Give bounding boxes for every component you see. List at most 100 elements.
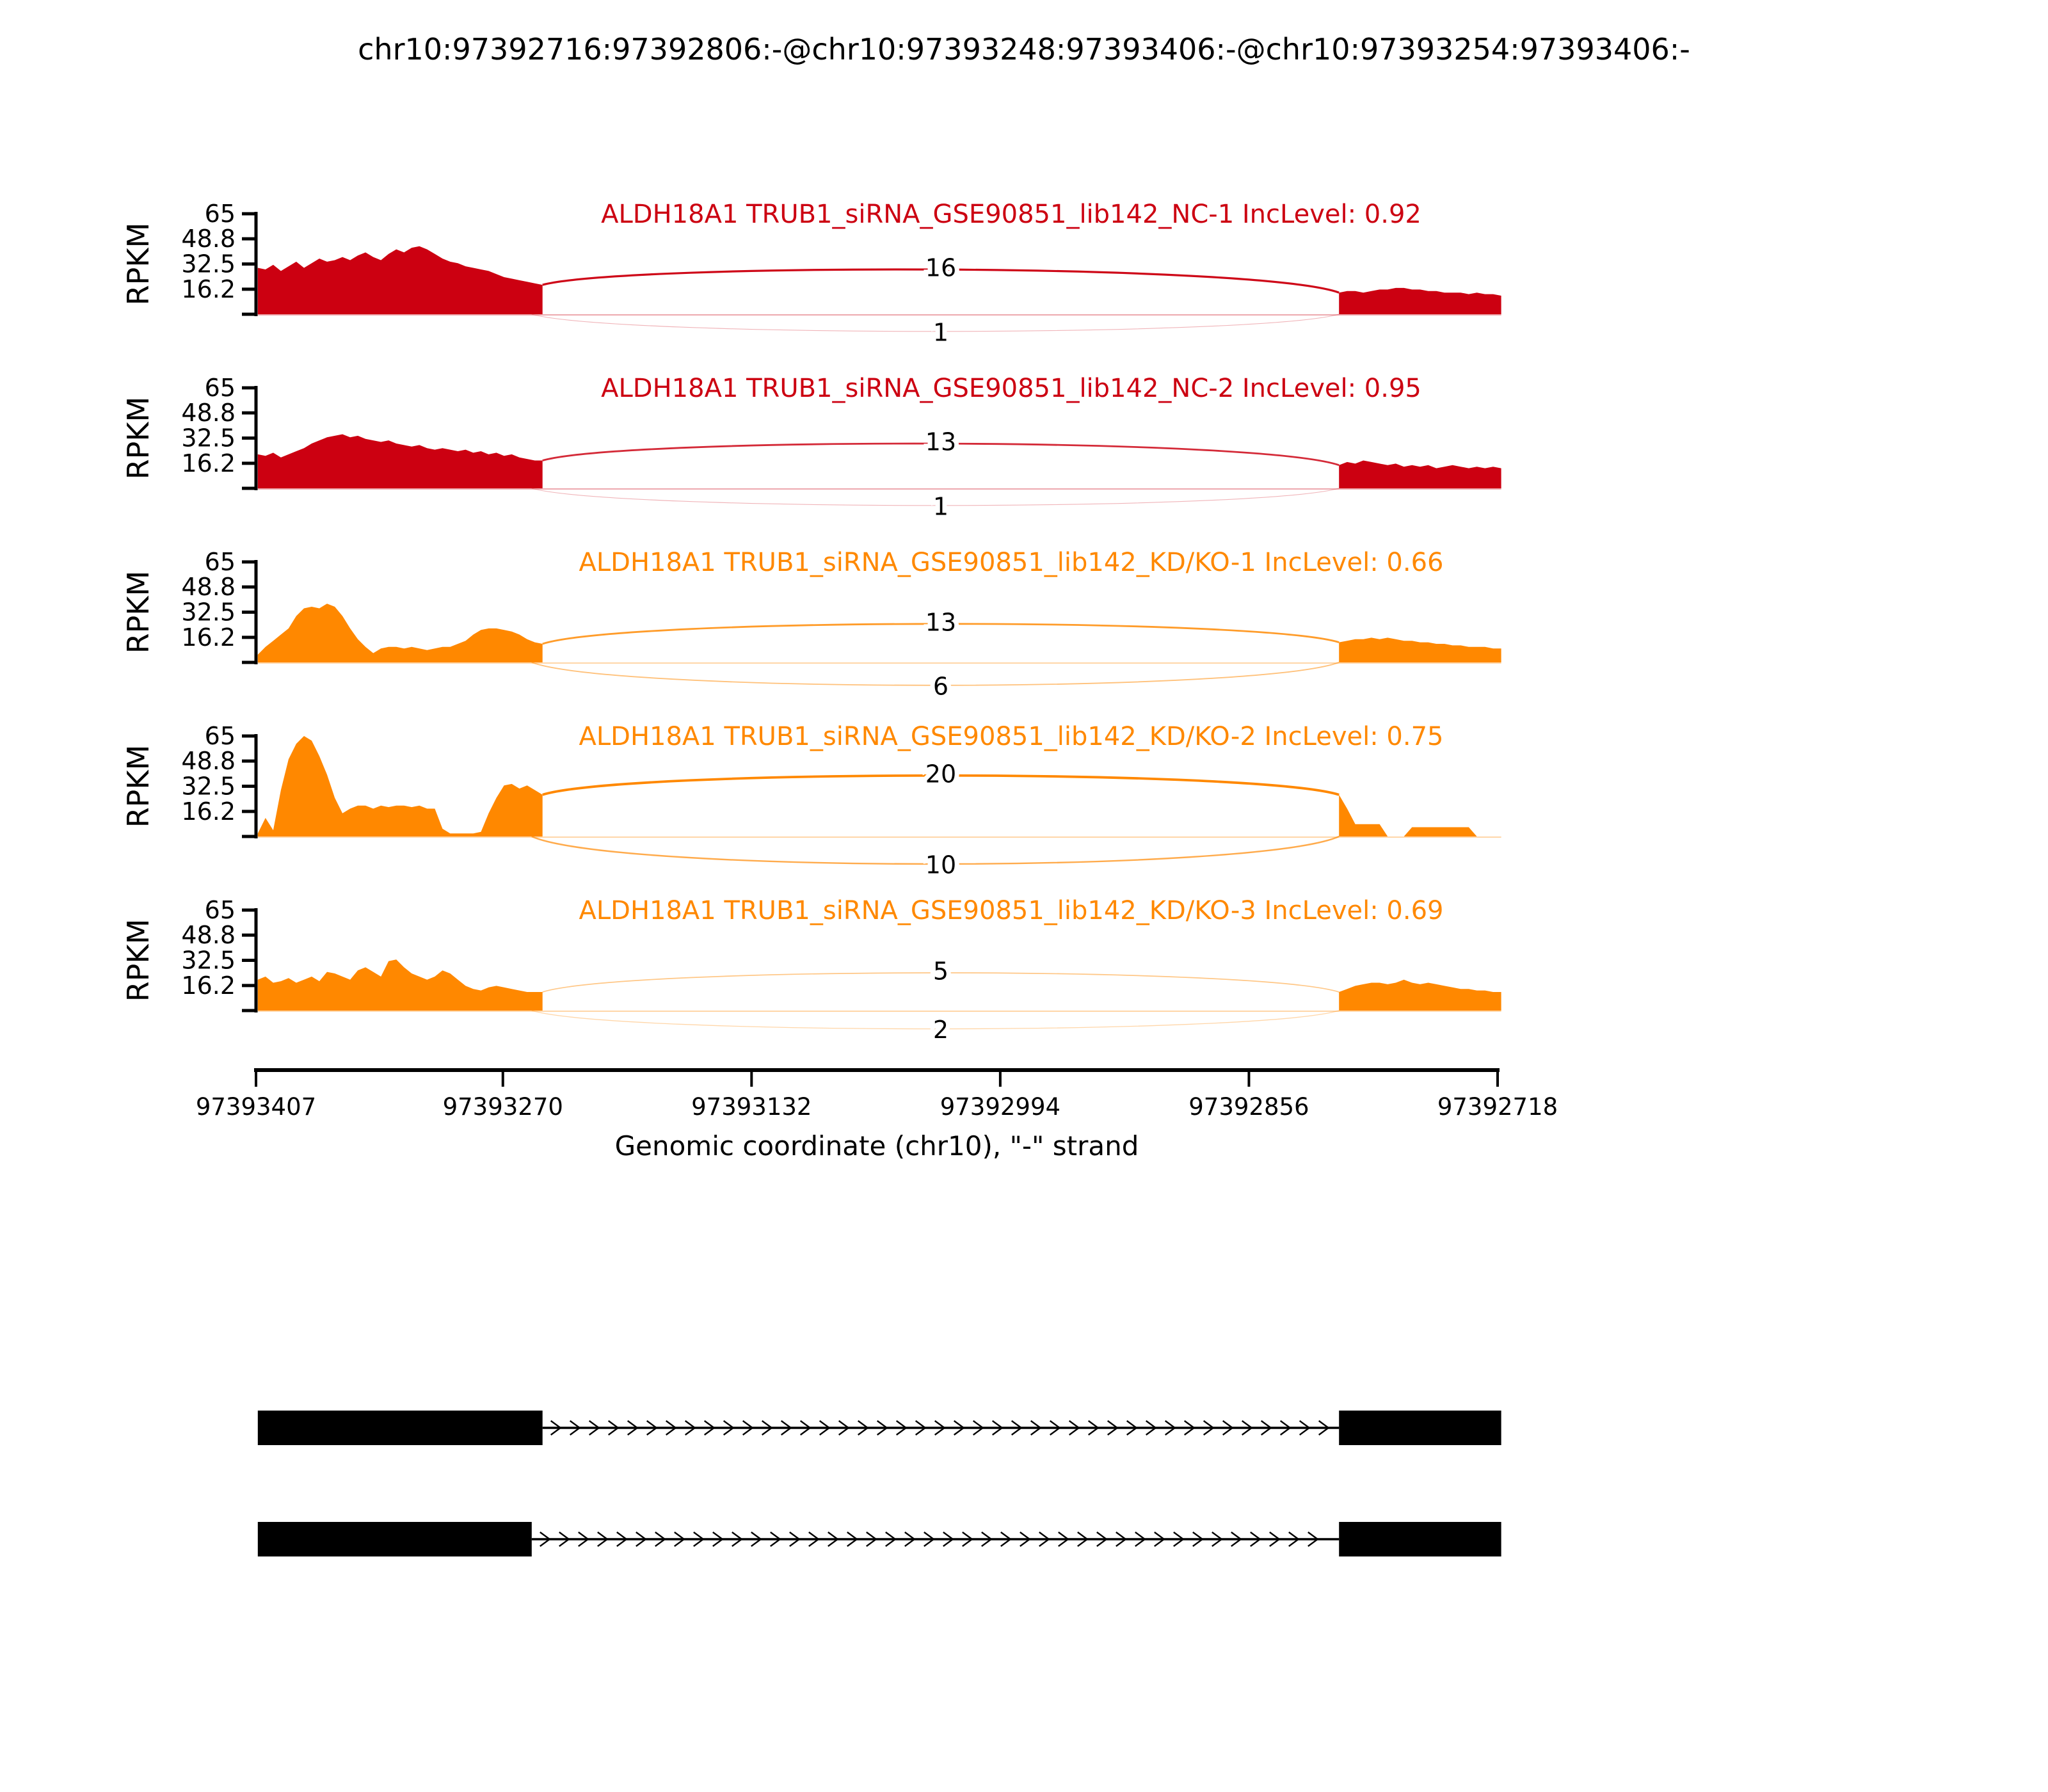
strand-arrow-icon [962,1532,973,1547]
x-tick-label: 97392718 [1437,1093,1558,1121]
strand-arrow-icon [627,1420,639,1436]
strand-arrow-icon [1011,1420,1023,1436]
y-tick-label: 16.2 [181,449,236,477]
junction-count-skipping: 1 [933,492,948,520]
strand-arrow-icon [578,1532,589,1547]
junction-arc-skipping [531,488,1340,506]
strand-arrow-icon [1250,1532,1261,1547]
y-tick-label: 16.2 [181,972,236,1000]
strand-arrow-icon [607,1420,620,1436]
x-tick-label: 97393407 [196,1093,316,1121]
strand-arrow-icon [646,1420,658,1436]
strand-arrow-icon [895,1420,908,1436]
strand-arrow-icon [924,1532,935,1547]
strand-arrow-icon [799,1420,812,1436]
coverage-area-upstream [257,246,543,314]
strand-arrow-icon [559,1532,570,1547]
rpkm-axis-label: RPKM [121,571,156,654]
strand-arrow-icon [1077,1532,1089,1547]
strand-arrow-icon [885,1532,897,1547]
y-tick-label: 32.5 [181,772,236,801]
coverage-area-upstream [257,736,543,836]
strand-arrow-icon [838,1420,850,1436]
transcript-exon-box [257,1522,532,1556]
strand-arrow-icon [1116,1532,1127,1547]
y-tick-label: 48.8 [181,399,236,427]
junction-count-inclusion: 20 [925,760,956,788]
y-tick-label: 48.8 [181,573,236,601]
strand-arrow-icon [693,1532,705,1547]
strand-arrow-icon [751,1532,762,1547]
transcript-exon-box [1339,1411,1501,1445]
strand-arrow-icon [1222,1420,1234,1436]
junction-arc-skipping [531,1010,1340,1030]
strand-arrow-icon [972,1420,984,1436]
y-tick-label: 32.5 [181,598,236,627]
strand-arrow-icon [665,1420,677,1436]
strand-arrow-icon [616,1532,628,1547]
track-title: ALDH18A1 TRUB1_siRNA_GSE90851_lib142_KD/… [579,548,1444,577]
junction-count-inclusion: 16 [925,254,956,282]
strand-arrow-icon [761,1420,773,1436]
y-tick-label: 16.2 [181,623,236,652]
strand-arrow-icon [828,1532,839,1547]
junction-arc-skipping [531,662,1340,686]
strand-arrow-icon [1192,1532,1204,1547]
strand-arrow-icon [904,1532,916,1547]
coverage-area-downstream [1339,637,1501,662]
track-title: ALDH18A1 TRUB1_siRNA_GSE90851_lib142_NC-… [601,200,1421,229]
strand-arrow-icon [1000,1532,1012,1547]
junction-arc-skipping [531,835,1340,865]
rpkm-axis-label: RPKM [121,397,156,480]
strand-arrow-icon [723,1420,735,1436]
strand-arrow-icon [588,1420,600,1436]
y-tick-label: 32.5 [181,250,236,278]
x-tick-label: 97392856 [1188,1093,1309,1121]
strand-arrow-icon [1087,1420,1100,1436]
strand-arrow-icon [732,1532,743,1547]
transcript-exon-box [1339,1522,1501,1556]
strand-arrow-icon [953,1420,965,1436]
strand-arrow-icon [1068,1420,1080,1436]
strand-arrow-icon [991,1420,1004,1436]
junction-count-skipping: 1 [933,318,948,346]
strand-arrow-icon [1058,1532,1069,1547]
strand-arrow-icon [1173,1532,1185,1547]
strand-arrow-icon [857,1420,869,1436]
rpkm-axis-label: RPKM [121,745,156,828]
x-tick-label: 97393132 [691,1093,812,1121]
strand-arrow-icon [703,1420,716,1436]
coverage-area-upstream [257,959,543,1011]
coverage-area-downstream [1339,460,1501,488]
x-tick-label: 97392994 [940,1093,1060,1121]
junction-count-inclusion: 13 [925,608,956,636]
x-tick-label: 97393270 [443,1093,563,1121]
y-tick-label: 65 [205,200,236,228]
strand-arrow-icon [1126,1420,1138,1436]
strand-arrow-icon [1203,1420,1215,1436]
y-tick-label: 65 [205,548,236,576]
strand-arrow-icon [597,1532,609,1547]
track-title: ALDH18A1 TRUB1_siRNA_GSE90851_lib142_KD/… [579,722,1444,751]
strand-arrow-icon [866,1532,877,1547]
strand-arrow-icon [569,1420,581,1436]
junction-count-skipping: 10 [925,851,956,879]
strand-arrow-icon [915,1420,927,1436]
strand-arrow-icon [819,1420,831,1436]
strand-arrow-icon [655,1532,666,1547]
junction-arc-inclusion [542,442,1340,467]
strand-arrow-icon [780,1420,792,1436]
y-tick-label: 32.5 [181,947,236,975]
strand-arrow-icon [847,1532,858,1547]
junction-arc-skipping [531,314,1340,332]
strand-arrow-icon [540,1532,551,1547]
y-tick-label: 16.2 [181,797,236,826]
strand-arrow-icon [876,1420,888,1436]
junction-arc-inclusion [542,774,1340,796]
strand-arrow-icon [789,1532,801,1547]
plot-title: chr10:97392716:97392806:-@chr10:97393248… [358,32,1690,67]
track-title: ALDH18A1 TRUB1_siRNA_GSE90851_lib142_NC-… [601,374,1421,403]
strand-arrow-icon [1154,1532,1165,1547]
